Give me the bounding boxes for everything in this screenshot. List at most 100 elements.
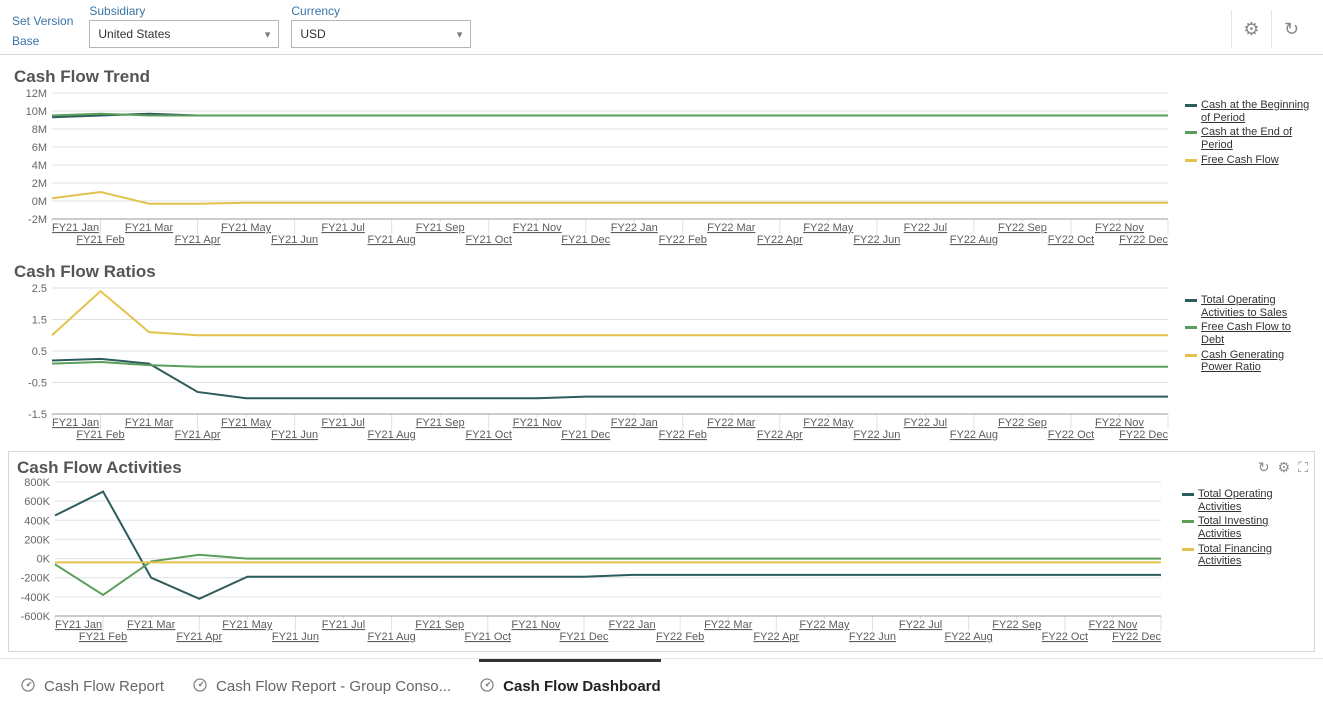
- dashboard-icon: [479, 677, 495, 693]
- svg-text:FY22 May: FY22 May: [803, 417, 854, 429]
- ratios-section: Cash Flow Ratios -1.5-0.50.51.52.5FY21 J…: [0, 250, 1323, 445]
- svg-text:0.5: 0.5: [32, 346, 47, 358]
- activities-toolbar: ↻ ⚙ ⛶: [1258, 459, 1308, 476]
- dashboard-icon: [192, 677, 208, 693]
- settings-button[interactable]: ⚙: [1231, 10, 1271, 48]
- tab-cash-flow-report[interactable]: Cash Flow Report: [20, 671, 164, 696]
- refresh-icon: ↻: [1284, 19, 1299, 40]
- svg-text:FY21 Jan: FY21 Jan: [52, 417, 99, 429]
- trend-title: Cash Flow Trend: [10, 61, 1313, 89]
- svg-text:2.5: 2.5: [32, 284, 47, 295]
- ratios-chart[interactable]: -1.5-0.50.51.52.5FY21 JanFY21 FebFY21 Ma…: [10, 284, 1179, 445]
- svg-text:FY22 Jun: FY22 Jun: [853, 234, 900, 246]
- svg-text:FY22 Jun: FY22 Jun: [849, 631, 896, 643]
- legend-item[interactable]: Total Investing Activities: [1182, 515, 1308, 540]
- svg-text:800K: 800K: [24, 478, 50, 489]
- gear-icon[interactable]: ⚙: [1278, 459, 1291, 476]
- currency-label[interactable]: Currency: [291, 4, 471, 18]
- svg-text:FY21 Apr: FY21 Apr: [176, 631, 222, 643]
- svg-text:FY22 May: FY22 May: [799, 619, 850, 631]
- svg-text:FY21 Dec: FY21 Dec: [561, 429, 610, 441]
- svg-text:FY21 Mar: FY21 Mar: [125, 222, 174, 234]
- legend-item[interactable]: Cash at the End of Period: [1185, 126, 1311, 151]
- legend-swatch: [1182, 493, 1194, 496]
- svg-text:FY21 Jul: FY21 Jul: [322, 619, 365, 631]
- svg-text:FY21 Oct: FY21 Oct: [465, 234, 511, 246]
- legend-swatch: [1185, 159, 1197, 162]
- svg-text:FY21 Jul: FY21 Jul: [321, 222, 364, 234]
- svg-text:FY21 Oct: FY21 Oct: [465, 429, 511, 441]
- currency-group: Currency USD ▾: [291, 4, 471, 48]
- dashboard-icon: [20, 677, 36, 693]
- subsidiary-value: United States: [98, 27, 170, 41]
- svg-text:FY22 May: FY22 May: [803, 222, 854, 234]
- svg-text:2M: 2M: [32, 178, 47, 190]
- svg-text:200K: 200K: [24, 534, 50, 546]
- legend-item[interactable]: Cash at the Beginning of Period: [1185, 99, 1311, 124]
- svg-text:FY21 Feb: FY21 Feb: [79, 631, 127, 643]
- svg-text:0K: 0K: [37, 554, 51, 566]
- legend-item[interactable]: Total Operating Activities to Sales: [1185, 294, 1311, 319]
- legend-item[interactable]: Cash Generating Power Ratio: [1185, 349, 1311, 374]
- svg-text:FY21 May: FY21 May: [222, 619, 273, 631]
- activities-title: Cash Flow Activities: [15, 456, 182, 478]
- legend-label: Total Financing Activities: [1198, 543, 1308, 568]
- svg-text:FY21 Sep: FY21 Sep: [416, 222, 465, 234]
- svg-text:10M: 10M: [26, 106, 47, 118]
- legend-item[interactable]: Total Operating Activities: [1182, 488, 1308, 513]
- svg-text:FY21 Nov: FY21 Nov: [511, 619, 560, 631]
- subsidiary-label[interactable]: Subsidiary: [89, 4, 279, 18]
- set-version-group: Set Version Base: [12, 14, 73, 48]
- currency-value: USD: [300, 27, 325, 41]
- svg-text:FY22 Nov: FY22 Nov: [1095, 417, 1144, 429]
- trend-legend: Cash at the Beginning of Period Cash at …: [1183, 89, 1313, 250]
- legend-swatch: [1185, 104, 1197, 107]
- svg-text:4M: 4M: [32, 160, 47, 172]
- base-value[interactable]: Base: [12, 30, 73, 48]
- tab-label: Cash Flow Report - Group Conso...: [216, 678, 451, 695]
- svg-text:FY22 Dec: FY22 Dec: [1119, 234, 1168, 246]
- subsidiary-group: Subsidiary United States ▾: [89, 4, 279, 48]
- set-version-label[interactable]: Set Version: [12, 14, 73, 28]
- svg-text:FY22 Feb: FY22 Feb: [659, 429, 707, 441]
- svg-text:FY21 May: FY21 May: [221, 417, 272, 429]
- currency-dropdown[interactable]: USD ▾: [291, 20, 471, 48]
- tab-cash-flow-report-group-conso[interactable]: Cash Flow Report - Group Conso...: [192, 671, 451, 696]
- svg-text:FY22 Oct: FY22 Oct: [1048, 234, 1094, 246]
- svg-text:FY22 Feb: FY22 Feb: [659, 234, 707, 246]
- svg-text:FY22 Aug: FY22 Aug: [944, 631, 992, 643]
- svg-text:FY22 Dec: FY22 Dec: [1112, 631, 1161, 643]
- svg-text:FY21 May: FY21 May: [221, 222, 272, 234]
- svg-text:FY22 Sep: FY22 Sep: [992, 619, 1041, 631]
- expand-icon[interactable]: ⛶: [1298, 459, 1308, 476]
- trend-chart[interactable]: -2M0M2M4M6M8M10M12MFY21 JanFY21 FebFY21 …: [10, 89, 1179, 250]
- legend-label: Total Operating Activities to Sales: [1201, 294, 1311, 319]
- activities-chart[interactable]: -600K-400K-200K0K200K400K600K800KFY21 Ja…: [13, 478, 1176, 647]
- svg-text:FY22 Sep: FY22 Sep: [998, 222, 1047, 234]
- legend-item[interactable]: Free Cash Flow: [1185, 154, 1311, 167]
- svg-text:-600K: -600K: [21, 611, 51, 623]
- subsidiary-dropdown[interactable]: United States ▾: [89, 20, 279, 48]
- svg-text:FY22 Nov: FY22 Nov: [1095, 222, 1144, 234]
- svg-text:FY22 Jul: FY22 Jul: [904, 417, 947, 429]
- svg-text:FY22 Nov: FY22 Nov: [1088, 619, 1137, 631]
- refresh-icon[interactable]: ↻: [1258, 459, 1270, 476]
- svg-text:FY21 Feb: FY21 Feb: [76, 429, 124, 441]
- legend-label: Cash at the End of Period: [1201, 126, 1311, 151]
- refresh-button[interactable]: ↻: [1271, 10, 1311, 48]
- gear-icon: ⚙: [1243, 19, 1259, 40]
- svg-text:FY21 Mar: FY21 Mar: [125, 417, 174, 429]
- svg-text:FY22 Oct: FY22 Oct: [1048, 429, 1094, 441]
- svg-text:FY21 Sep: FY21 Sep: [416, 417, 465, 429]
- legend-label: Free Cash Flow to Debt: [1201, 321, 1311, 346]
- legend-swatch: [1182, 520, 1194, 523]
- svg-text:FY21 Aug: FY21 Aug: [367, 429, 415, 441]
- legend-item[interactable]: Free Cash Flow to Debt: [1185, 321, 1311, 346]
- svg-text:FY22 Jan: FY22 Jan: [611, 417, 658, 429]
- svg-text:FY21 Nov: FY21 Nov: [513, 222, 562, 234]
- legend-item[interactable]: Total Financing Activities: [1182, 543, 1308, 568]
- activities-legend: Total Operating Activities Total Investi…: [1180, 478, 1310, 647]
- tab-cash-flow-dashboard[interactable]: Cash Flow Dashboard: [479, 671, 661, 696]
- svg-text:FY22 Jul: FY22 Jul: [899, 619, 942, 631]
- svg-text:FY21 Aug: FY21 Aug: [367, 234, 415, 246]
